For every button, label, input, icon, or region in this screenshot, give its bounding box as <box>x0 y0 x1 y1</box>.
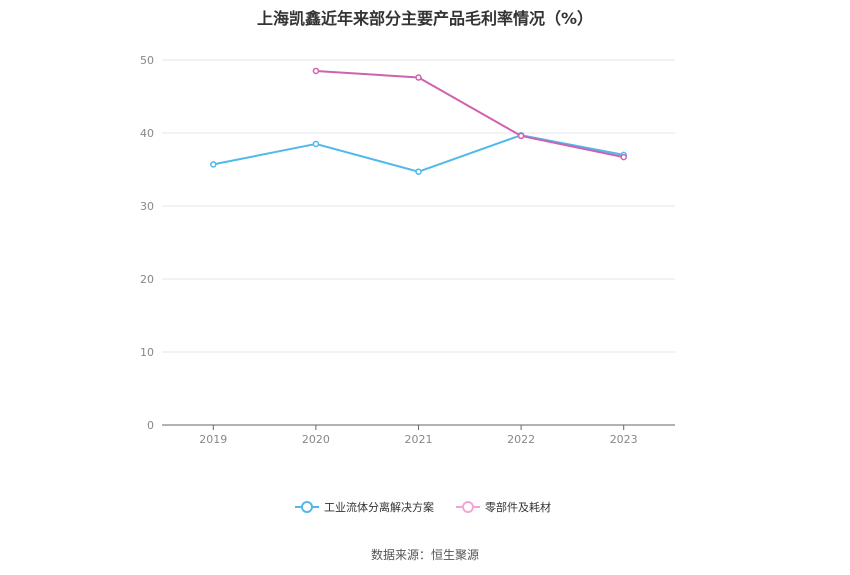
legend-label-2: 零部件及耗材 <box>485 500 551 514</box>
y-axis: 0 10 20 30 40 50 <box>140 54 154 432</box>
y-tick-label: 10 <box>140 346 154 359</box>
data-point <box>620 153 627 161</box>
data-point <box>312 67 320 75</box>
series-line-2 <box>315 69 624 159</box>
legend: 工业流体分离解决方案 零部件及耗材 <box>295 500 551 514</box>
data-point <box>312 140 320 148</box>
data-source-note: 数据来源：恒生聚源 <box>370 548 479 562</box>
legend-label-1: 工业流体分离解决方案 <box>324 500 434 514</box>
x-tick-label: 2020 <box>302 433 330 446</box>
y-tick-label: 20 <box>140 273 154 286</box>
gridlines <box>162 59 675 353</box>
data-point <box>517 132 525 140</box>
x-tick-label: 2023 <box>610 433 638 446</box>
chart-title: 上海凯鑫近年来部分主要产品毛利率情况（%） <box>256 9 594 28</box>
data-point <box>415 168 422 175</box>
y-tick-label: 30 <box>140 200 154 213</box>
legend-marker-1 <box>301 501 313 513</box>
data-point <box>210 161 217 168</box>
x-tick-label: 2022 <box>507 433 535 446</box>
series-group <box>210 67 627 175</box>
x-tick-label: 2021 <box>405 433 433 446</box>
y-tick-label: 0 <box>147 419 154 432</box>
x-axis: 2019 2020 2021 2022 2023 <box>162 424 675 446</box>
y-tick-label: 50 <box>140 54 154 67</box>
data-point <box>415 74 422 81</box>
legend-marker-2 <box>462 501 474 513</box>
series-line-1 <box>213 134 624 173</box>
x-tick-label: 2019 <box>199 433 227 446</box>
y-tick-label: 40 <box>140 127 154 140</box>
